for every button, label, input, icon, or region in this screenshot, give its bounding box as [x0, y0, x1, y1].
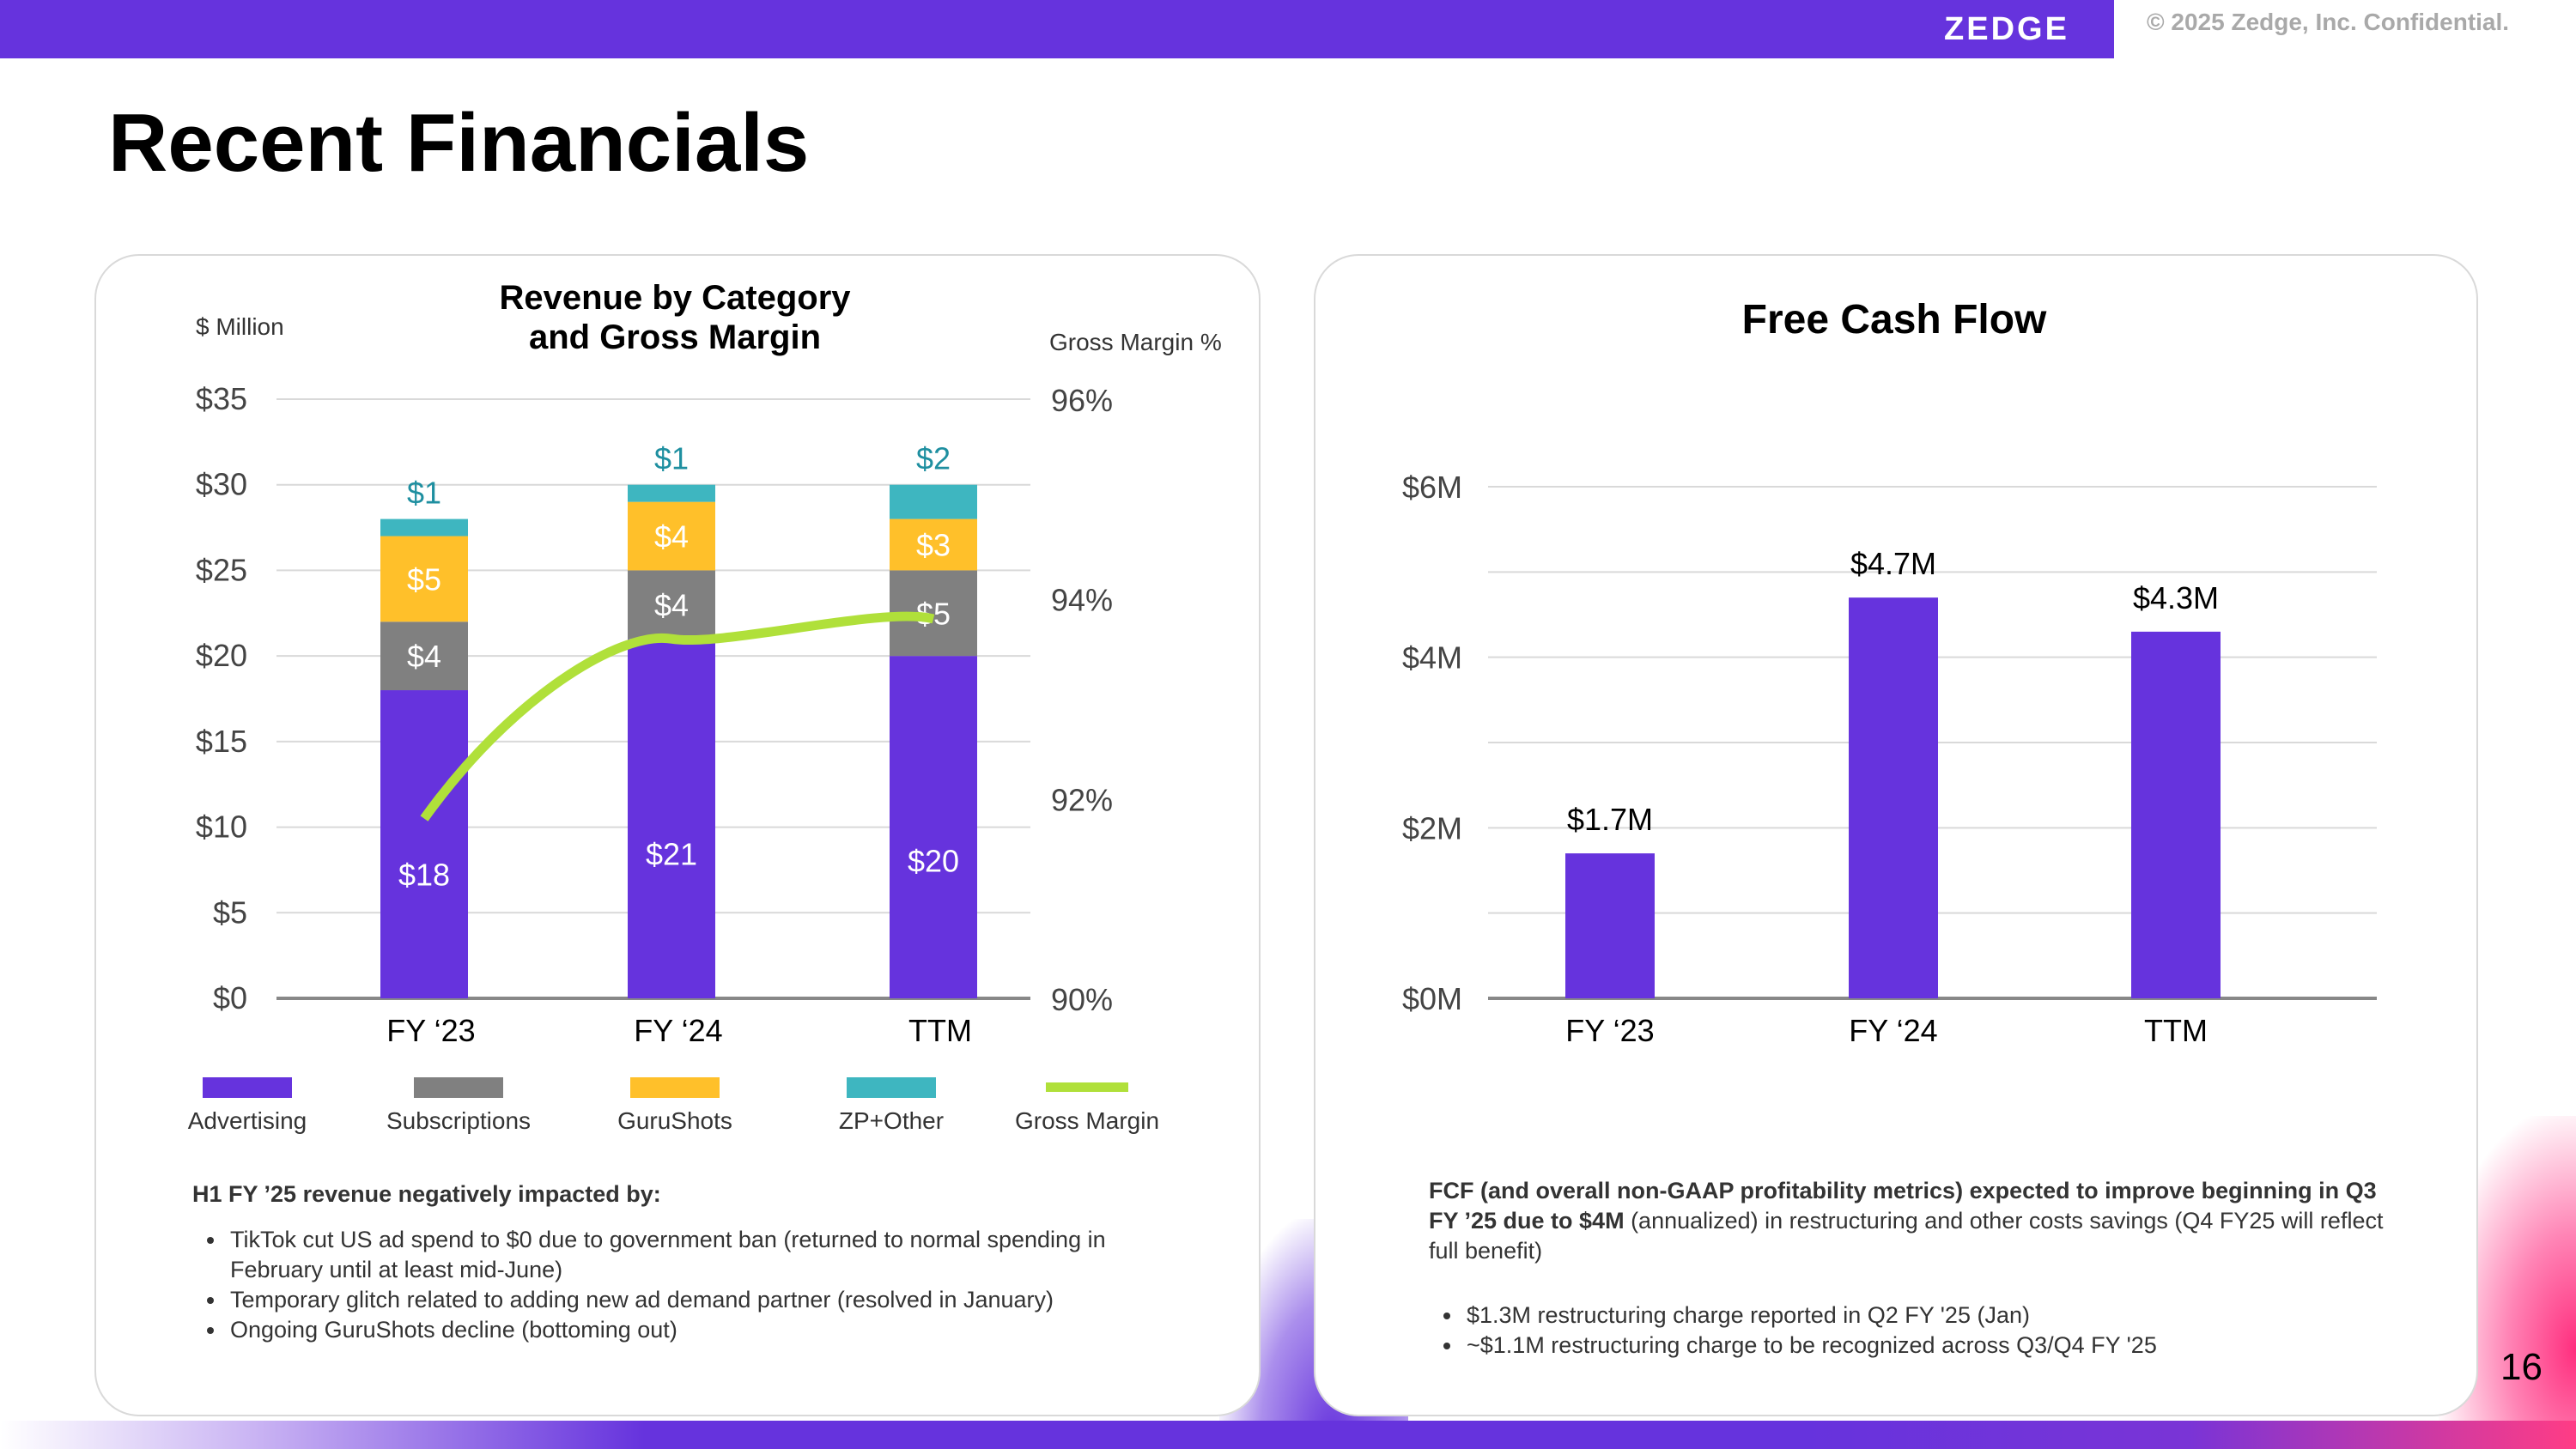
list-item: ~$1.1M restructuring charge to be recogn… — [1463, 1331, 2399, 1361]
list-item: TikTok cut US ad spend to $0 due to gove… — [227, 1225, 1180, 1285]
fcf-note: FCF (and overall non-GAAP profitability … — [1429, 1176, 2399, 1361]
bottom-gradient-band — [0, 1421, 2576, 1449]
list-item: Ongoing GuruShots decline (bottoming out… — [227, 1315, 1180, 1345]
bar-subscriptions — [628, 570, 715, 640]
bar-advertising — [380, 690, 468, 998]
x-tick-label: FY ‘24 — [634, 1013, 722, 1048]
list-item: $1.3M restructuring charge reported in Q… — [1463, 1300, 2399, 1331]
data-label-gurushots: $5 — [407, 561, 441, 597]
data-label-zp-other: $1 — [654, 441, 689, 476]
data-label-gurushots: $3 — [916, 528, 951, 563]
slide-title: Recent Financials — [108, 97, 810, 189]
y-tick-label: $0 — [213, 980, 247, 1016]
list-item: Temporary glitch related to adding new a… — [227, 1285, 1180, 1315]
bar-subscriptions — [380, 621, 468, 691]
data-label-subscriptions: $4 — [654, 587, 689, 622]
y-tick-label: $20 — [196, 638, 247, 673]
bar-advertising — [628, 639, 715, 998]
legend-swatch — [1046, 1082, 1128, 1092]
x-tick-label: FY ‘24 — [1849, 1013, 1937, 1048]
legend-label: Subscriptions — [386, 1107, 531, 1134]
y-tick-label: $6M — [1402, 470, 1462, 505]
x-tick-label: FY ‘23 — [386, 1013, 475, 1048]
fcf-note-paragraph: FCF (and overall non-GAAP profitability … — [1429, 1176, 2399, 1266]
x-tick-label: TTM — [2144, 1013, 2208, 1048]
bar-zp-other — [628, 484, 715, 502]
y-tick-label: $30 — [196, 467, 247, 502]
y2-tick-label: 94% — [1051, 583, 1113, 618]
chart-title: Revenue by Category — [499, 279, 851, 317]
data-label: $4.7M — [1850, 546, 1936, 581]
y2-tick-label: 90% — [1051, 982, 1113, 1017]
zedge-logo: ZEDGE — [1899, 0, 2114, 58]
y-tick-label: $35 — [196, 381, 247, 416]
fcf-note-text: (annualized) in restructuring and other … — [1429, 1208, 2384, 1264]
legend-label: GuruShots — [617, 1107, 732, 1134]
y-tick-label: $15 — [196, 724, 247, 759]
x-tick-label: FY ‘23 — [1565, 1013, 1654, 1048]
fcf-bar — [1849, 597, 1938, 998]
revenue-note-list: TikTok cut US ad spend to $0 due to gove… — [192, 1225, 1180, 1345]
y2-tick-label: 92% — [1051, 782, 1113, 817]
data-label-advertising: $21 — [646, 836, 697, 871]
fcf-note-list: $1.3M restructuring charge reported in Q… — [1429, 1300, 2399, 1361]
bar-gurushots — [890, 518, 977, 571]
y-tick-label: $4M — [1402, 640, 1462, 676]
revenue-note: H1 FY ’25 revenue negatively impacted by… — [192, 1179, 1180, 1345]
legend-swatch — [203, 1077, 292, 1098]
fcf-bar — [1565, 853, 1655, 998]
data-label: $4.3M — [2133, 580, 2219, 615]
legend-label: Advertising — [188, 1107, 307, 1134]
bar-zp-other — [380, 518, 468, 537]
y-tick-label: $10 — [196, 809, 247, 845]
revenue-note-heading: H1 FY ’25 revenue negatively impacted by… — [192, 1181, 661, 1207]
data-label-zp-other: $1 — [407, 476, 441, 511]
confidential-notice: © 2025 Zedge, Inc. Confidential. — [2147, 9, 2510, 35]
data-label-advertising: $20 — [908, 843, 959, 878]
legend-swatch — [414, 1077, 503, 1098]
y-tick-label: $25 — [196, 552, 247, 587]
y2-axis-label: Gross Margin % — [1049, 329, 1222, 355]
y2-tick-label: 96% — [1051, 383, 1113, 418]
chart-title: Free Cash Flow — [1742, 297, 2047, 343]
y-tick-label: $5 — [213, 894, 247, 930]
x-tick-label: TTM — [908, 1013, 972, 1048]
y-tick-label: $0M — [1402, 981, 1462, 1016]
fcf-note-bold: FCF (and overall non-GAAP profitability … — [1429, 1178, 2377, 1234]
y-axis-label: $ Million — [196, 313, 284, 340]
data-label-zp-other: $2 — [916, 441, 951, 476]
page-number: 16 — [2500, 1346, 2543, 1388]
data-label: $1.7M — [1567, 802, 1653, 837]
y-tick-label: $2M — [1402, 810, 1462, 846]
data-label-gurushots: $4 — [654, 519, 689, 555]
fcf-bar — [2131, 631, 2221, 998]
data-label-subscriptions: $4 — [407, 639, 441, 674]
legend-swatch — [630, 1077, 720, 1098]
legend-label: Gross Margin — [1015, 1107, 1159, 1134]
top-banner — [0, 0, 2112, 58]
bar-gurushots — [380, 536, 468, 622]
chart-title: and Gross Margin — [529, 318, 821, 356]
legend-label: ZP+Other — [839, 1107, 944, 1134]
bar-gurushots — [628, 501, 715, 571]
data-label-advertising: $18 — [398, 857, 450, 892]
legend-swatch — [847, 1077, 936, 1098]
bar-zp-other — [890, 484, 977, 519]
gross-margin-line — [420, 611, 935, 822]
bar-advertising — [890, 656, 977, 998]
